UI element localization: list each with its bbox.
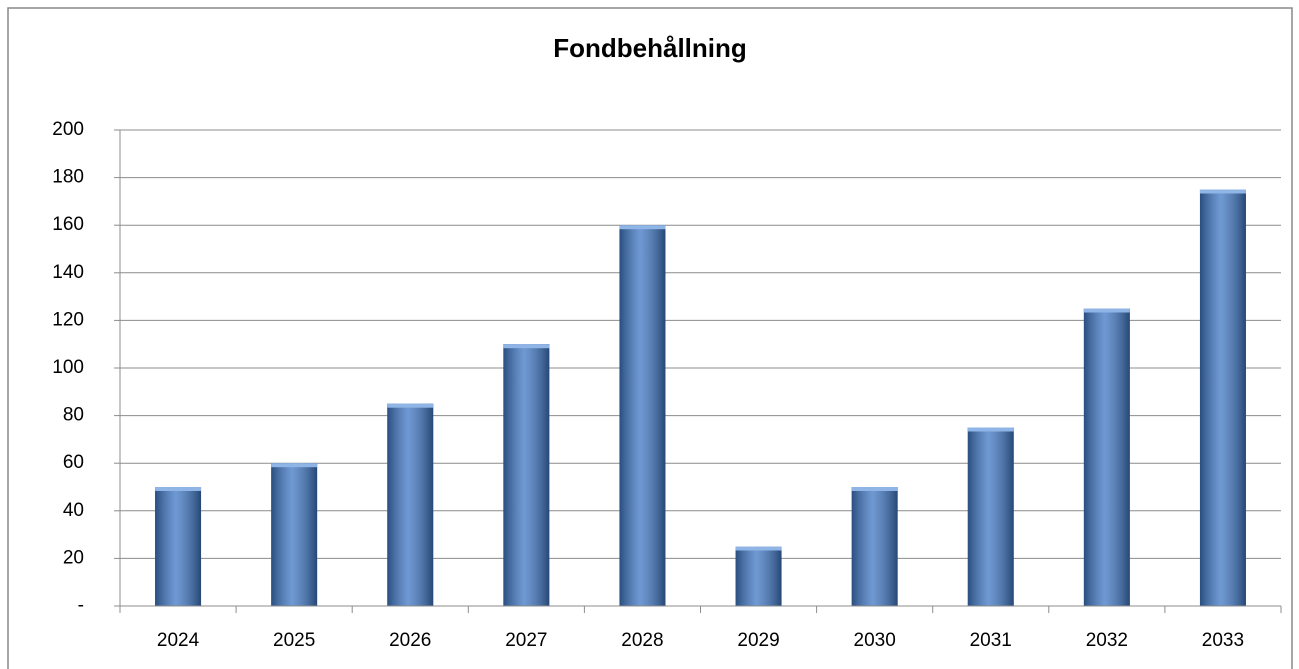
- x-tick-label: 2031: [970, 630, 1012, 651]
- bar-shade: [271, 463, 318, 606]
- bar-shade: [851, 487, 898, 606]
- bar-cap: [271, 463, 318, 468]
- bar-cap: [387, 403, 434, 408]
- bar-cap: [851, 487, 898, 491]
- x-tick-label: 2032: [1086, 630, 1128, 651]
- y-tick-label: 120: [52, 309, 84, 330]
- y-tick-label: 180: [52, 167, 84, 188]
- bar-cap: [1199, 189, 1246, 194]
- y-tick-label: 80: [63, 405, 84, 426]
- bar-cap: [735, 546, 782, 551]
- x-tick-label: 2026: [389, 630, 431, 651]
- bar-shade: [967, 427, 1014, 606]
- bar-shade: [155, 487, 202, 606]
- bar-cap: [967, 427, 1014, 432]
- bar-cap: [619, 225, 666, 230]
- y-tick-label: 160: [52, 214, 84, 235]
- y-tick-label: -: [78, 595, 84, 616]
- x-tick-label: 2027: [505, 630, 547, 651]
- y-tick-label: 40: [63, 500, 84, 521]
- y-tick-label: 140: [52, 262, 84, 283]
- y-tick-label: 60: [63, 452, 84, 473]
- bar-cap: [1083, 308, 1130, 313]
- chart-title: Fondbehållning: [553, 33, 747, 63]
- y-tick-label: 200: [52, 119, 84, 140]
- bar-shade: [1199, 189, 1246, 606]
- bar-cap: [155, 487, 202, 491]
- x-tick-label: 2025: [273, 630, 315, 651]
- x-tick-label: 2030: [854, 630, 896, 651]
- x-tick-label: 2024: [157, 630, 200, 651]
- x-tick-label: 2033: [1202, 630, 1244, 651]
- y-tick-label: 20: [63, 547, 84, 568]
- bar-shade: [1083, 308, 1130, 606]
- y-tick-label: 100: [52, 357, 84, 378]
- x-tick-label: 2028: [621, 630, 663, 651]
- bar-shade: [503, 344, 550, 606]
- bar-shade: [619, 225, 666, 606]
- bar-shade: [387, 403, 434, 606]
- bar-cap: [503, 344, 550, 349]
- x-tick-label: 2029: [737, 630, 779, 651]
- bar-shade: [735, 546, 782, 606]
